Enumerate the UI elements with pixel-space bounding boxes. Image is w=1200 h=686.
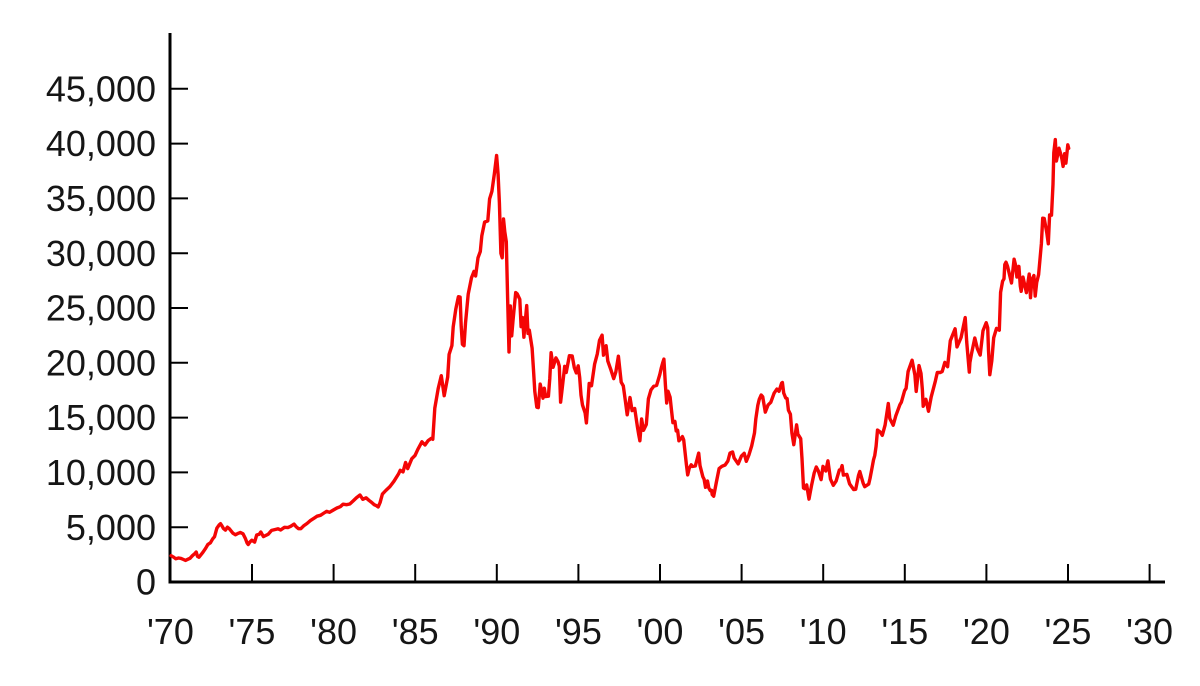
x-tick-label: '00	[637, 611, 684, 652]
x-tick-label: '15	[881, 611, 928, 652]
x-tick-label: '10	[800, 611, 847, 652]
x-tick-label: '85	[392, 611, 439, 652]
index-price-line	[169, 137, 1071, 563]
y-tick-label: 0	[136, 562, 156, 603]
x-tick-label: '70	[147, 611, 194, 652]
x-tick-label: '30	[1126, 611, 1173, 652]
y-tick-label: 15,000	[46, 397, 156, 438]
y-tick-label: 45,000	[46, 68, 156, 109]
x-tick-label: '90	[473, 611, 520, 652]
y-tick-label: 25,000	[46, 288, 156, 329]
y-tick-label: 5,000	[66, 507, 156, 548]
x-tick-label: '20	[963, 611, 1010, 652]
y-tick-label: 30,000	[46, 233, 156, 274]
y-tick-label: 35,000	[46, 178, 156, 219]
y-tick-label: 20,000	[46, 342, 156, 383]
x-tick-label: '80	[310, 611, 357, 652]
y-tick-label: 10,000	[46, 452, 156, 493]
y-tick-label: 40,000	[46, 123, 156, 164]
x-tick-label: '75	[229, 611, 276, 652]
x-tick-label: '95	[555, 611, 602, 652]
x-tick-label: '05	[718, 611, 765, 652]
x-tick-label: '25	[1045, 611, 1092, 652]
